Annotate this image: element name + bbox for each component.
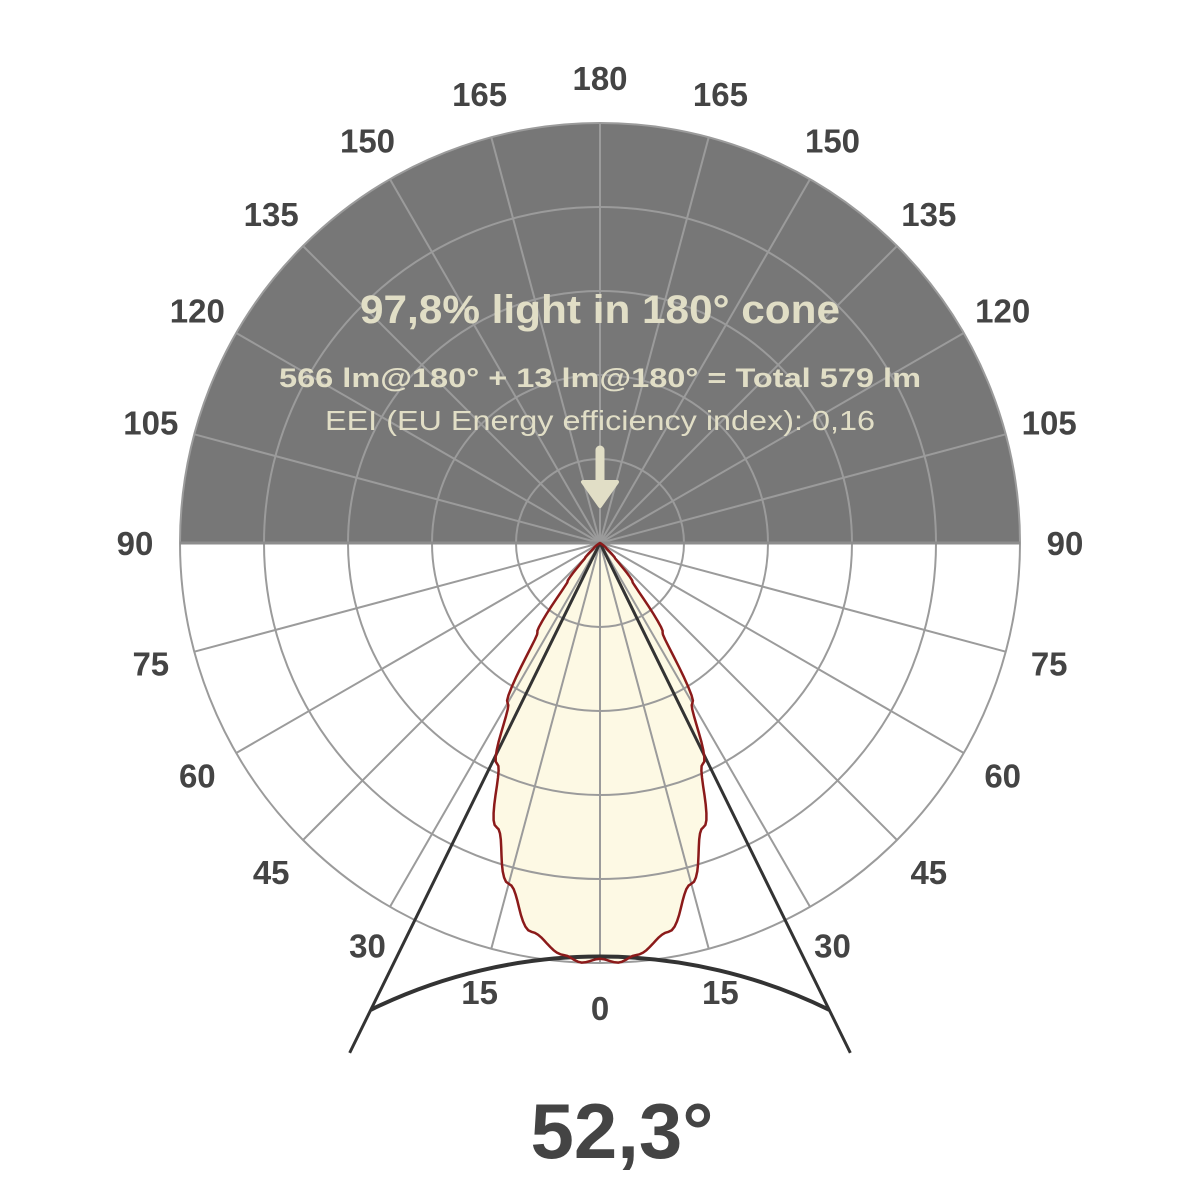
grid-spoke <box>599 245 898 544</box>
grid-spoke <box>490 542 601 949</box>
beam-cone-edge <box>348 542 602 1054</box>
down-arrow-icon <box>581 445 619 508</box>
grid-spoke <box>389 542 601 908</box>
grid-spoke <box>599 178 811 544</box>
grid-spoke <box>599 542 965 754</box>
angle-label-30: 30 <box>814 928 851 965</box>
angle-label-135: 135 <box>901 196 956 233</box>
angle-label-30: 30 <box>349 928 386 965</box>
angle-label-165: 165 <box>452 76 507 113</box>
eei-text: EEI (EU Energy efficiency index): 0,16 <box>325 405 875 436</box>
headline-text: 97,8% light in 180° cone <box>360 288 840 332</box>
grid-spoke <box>194 542 601 653</box>
angle-label-45: 45 <box>253 854 290 891</box>
beam-cone-edge <box>598 542 852 1054</box>
angle-label-60: 60 <box>179 758 216 795</box>
angle-label-105: 105 <box>123 405 178 442</box>
angle-label-60: 60 <box>984 758 1021 795</box>
angle-label-90: 90 <box>117 525 154 562</box>
angle-label-135: 135 <box>244 196 299 233</box>
angle-label-75: 75 <box>132 645 169 682</box>
beam-angle-cone <box>348 542 852 1054</box>
grid-spoke <box>194 433 601 544</box>
grid-spoke <box>490 137 601 544</box>
beam-angle-value: 52,3° <box>530 1087 713 1175</box>
grid-spoke <box>302 542 601 841</box>
grid-spoke <box>599 542 1006 653</box>
grid-spoke <box>302 245 601 544</box>
beam-angle-arc <box>369 954 831 1012</box>
grid-spoke <box>599 137 710 544</box>
grid-spoke <box>235 332 601 544</box>
angle-label-90: 90 <box>1047 525 1084 562</box>
angle-label-45: 45 <box>910 854 947 891</box>
grid-spoke <box>235 542 601 754</box>
flux-text: 566 lm@180° + 13 lm@180° = Total 579 lm <box>279 363 921 393</box>
angle-label-165: 165 <box>693 76 748 113</box>
angle-label-15: 15 <box>702 974 739 1011</box>
angle-label-120: 120 <box>975 293 1030 330</box>
angle-label-0: 0 <box>591 990 609 1027</box>
grid-spoke <box>599 542 710 949</box>
angle-label-75: 75 <box>1031 645 1068 682</box>
grid-spoke <box>599 433 1006 544</box>
angle-label-15: 15 <box>461 974 498 1011</box>
angle-label-120: 120 <box>170 293 225 330</box>
grid-spoke <box>389 178 601 544</box>
polar-grid <box>179 122 1021 964</box>
intensity-curve <box>492 541 708 964</box>
grid-spoke <box>599 542 898 841</box>
angle-label-150: 150 <box>805 122 860 159</box>
angle-label-180: 180 <box>572 60 627 97</box>
grid-spoke <box>599 542 811 908</box>
angle-label-150: 150 <box>340 122 395 159</box>
angle-label-105: 105 <box>1022 405 1077 442</box>
grid-spoke <box>599 332 965 544</box>
angle-tick-labels: 0 15 15 30 30 45 45 60 60 75 75 90 90 105 105 120 120 135… <box>117 60 1084 1027</box>
